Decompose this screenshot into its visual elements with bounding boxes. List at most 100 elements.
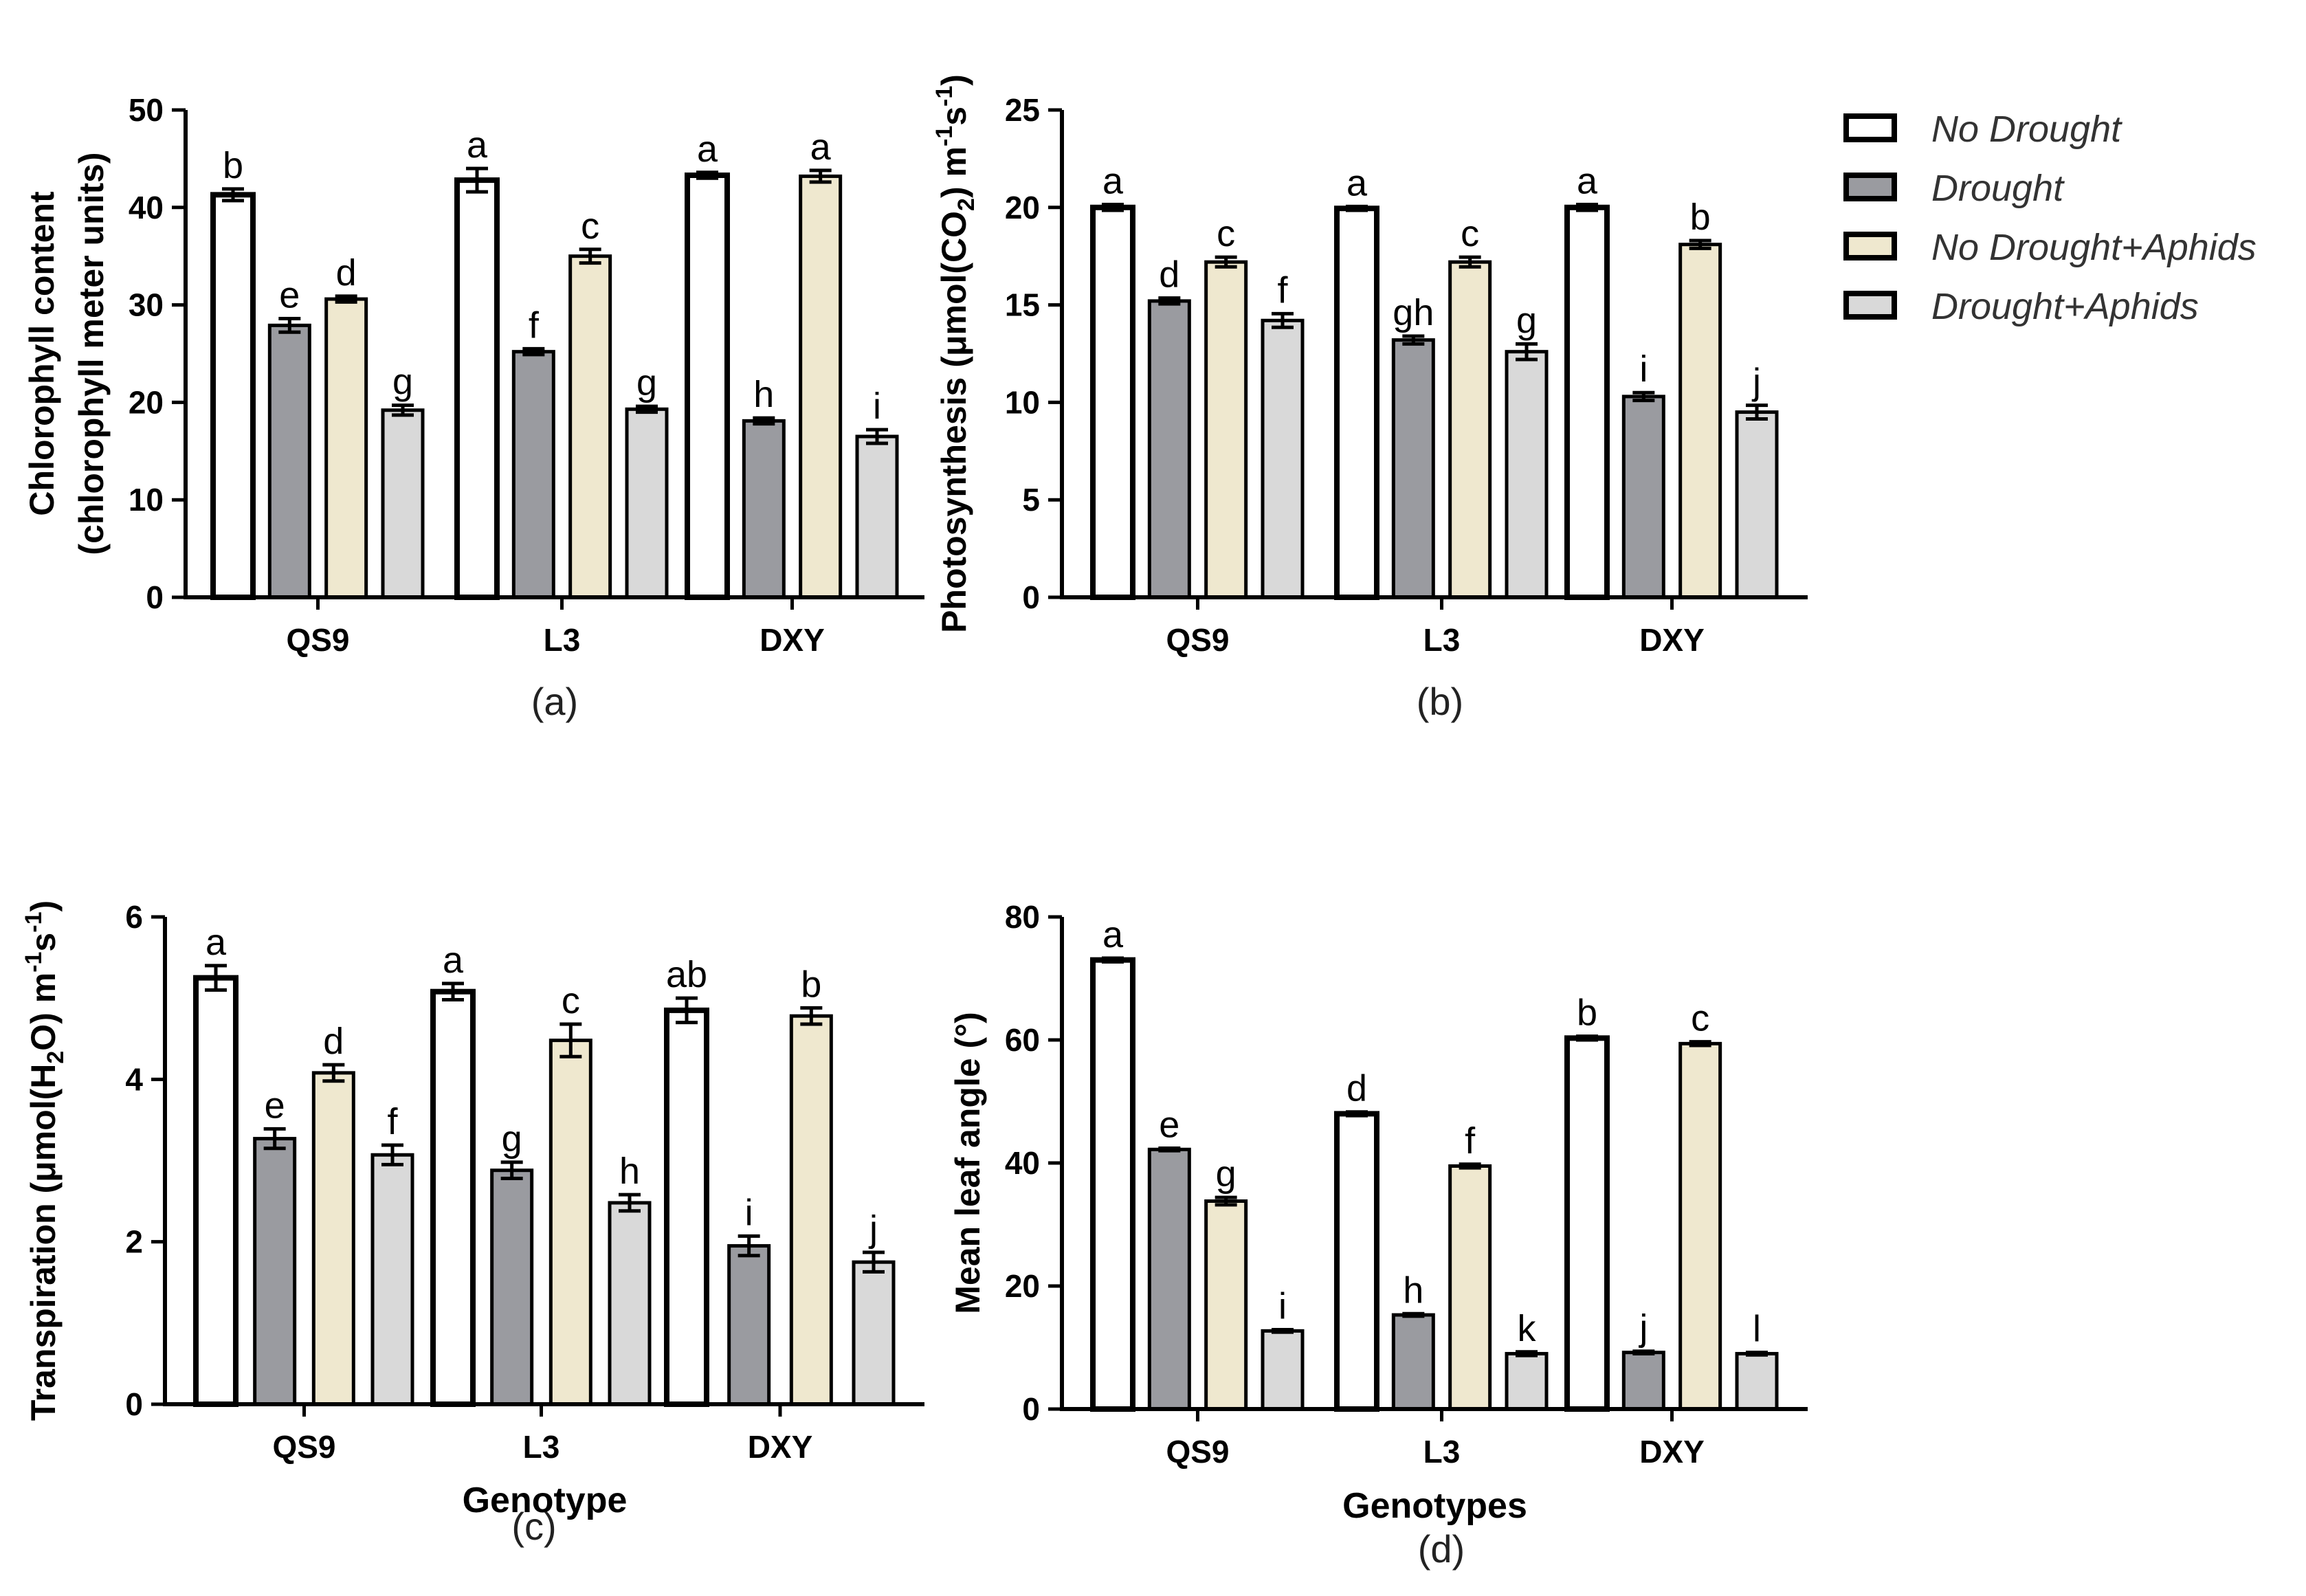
y-tick-label-30: 30 xyxy=(129,287,164,323)
bar-qs9-no-drought-aphids xyxy=(324,297,368,599)
panel-label: (a) xyxy=(531,680,578,723)
error-bar-dxy-no-drought xyxy=(676,996,698,1025)
error-bar-dxy-drought xyxy=(738,1234,760,1258)
x-axis-label: Genotypes xyxy=(1342,1486,1527,1526)
bar-l3-drought-aphids xyxy=(1505,1351,1549,1411)
y-tick-label-0: 0 xyxy=(146,579,164,615)
bar-dxy-no-drought-aphids xyxy=(789,1014,833,1406)
sig-letter-dxy-drought-aphids: i xyxy=(873,386,881,427)
bar-qs9-drought xyxy=(1147,299,1191,599)
y-tick-label-10: 10 xyxy=(129,482,164,518)
y-tick-label-5: 5 xyxy=(1022,482,1040,518)
error-bar-dxy-no-drought-aphids xyxy=(800,1006,823,1026)
error-bar-l3-no-drought xyxy=(442,982,464,1002)
error-bar-qs9-no-drought xyxy=(1102,203,1124,212)
sig-letter-qs9-drought-aphids: g xyxy=(392,362,413,403)
y-tick-label-4: 4 xyxy=(125,1061,143,1097)
error-bar-l3-drought-aphids xyxy=(636,404,658,414)
error-bar-l3-no-drought-aphids xyxy=(1459,1162,1481,1170)
y-tick-label-20: 20 xyxy=(1005,1268,1040,1304)
legend: No Drought Drought No Drought+Aphids Dro… xyxy=(1843,100,2297,336)
bar-l3-no-drought-aphids xyxy=(568,254,612,599)
x-tick-label-l3: L3 xyxy=(1423,622,1461,658)
sig-letter-l3-drought-aphids: h xyxy=(619,1151,640,1192)
error-bar-dxy-no-drought-aphids xyxy=(809,168,832,184)
bar-dxy-drought xyxy=(742,419,786,599)
error-bar-dxy-drought xyxy=(1632,1349,1655,1355)
legend-item-no-drought: No Drought xyxy=(1843,100,2297,159)
sig-letter-dxy-no-drought: a xyxy=(1577,161,1598,202)
bar-l3-no-drought xyxy=(1334,206,1379,600)
sig-letter-dxy-drought: h xyxy=(753,374,774,415)
bar-qs9-no-drought-aphids xyxy=(311,1071,355,1406)
y-tick-label-40: 40 xyxy=(129,190,164,225)
error-bar-qs9-no-drought xyxy=(222,187,244,203)
sig-letter-dxy-drought-aphids: j xyxy=(868,1208,878,1250)
y-tick-label-50: 50 xyxy=(129,92,164,128)
error-bar-qs9-no-drought xyxy=(205,964,227,992)
bar-dxy-drought xyxy=(1621,1351,1665,1411)
sig-letter-l3-no-drought: a xyxy=(443,940,464,981)
sig-letter-l3-drought: h xyxy=(1403,1270,1423,1311)
error-bar-l3-drought xyxy=(1402,1311,1425,1318)
sig-letter-dxy-no-drought-aphids: b xyxy=(1690,197,1711,238)
bar-dxy-no-drought xyxy=(685,173,730,601)
panel-a: b ed g QS9 a f c g L3 a h a i DXY 0 10 20 30 40 50 Chlorophy… xyxy=(23,92,924,723)
sig-letter-qs9-drought: d xyxy=(1159,254,1179,296)
bar-qs9-drought xyxy=(267,323,311,599)
sig-letter-dxy-drought: i xyxy=(745,1192,753,1233)
error-bar-l3-no-drought xyxy=(466,166,488,194)
x-tick-label-l3: L3 xyxy=(544,622,581,658)
error-bar-qs9-drought xyxy=(1158,1146,1181,1153)
sig-letter-qs9-drought-aphids: i xyxy=(1278,1286,1287,1327)
sig-letter-l3-drought: gh xyxy=(1393,292,1434,333)
bar-qs9-no-drought xyxy=(1090,204,1135,600)
sig-letter-dxy-drought: i xyxy=(1639,348,1648,390)
bar-qs9-drought-aphids xyxy=(381,408,425,599)
x-tick-label-l3: L3 xyxy=(1423,1434,1461,1470)
x-tick-label-l3: L3 xyxy=(523,1429,560,1465)
bar-dxy-no-drought-aphids xyxy=(1678,243,1722,599)
sig-letter-l3-no-drought: d xyxy=(1346,1068,1367,1109)
error-bar-l3-drought xyxy=(522,346,545,357)
error-bar-dxy-no-drought-aphids xyxy=(1689,1040,1711,1048)
sig-letter-dxy-drought: j xyxy=(1638,1307,1648,1349)
error-bar-qs9-drought-aphids xyxy=(381,1143,403,1166)
bar-l3-no-drought-aphids xyxy=(1448,260,1492,599)
legend-item-no-drought-aphids: No Drought+Aphids xyxy=(1843,218,2297,277)
legend-label-no-drought-aphids: No Drought+Aphids xyxy=(1931,227,2257,268)
bar-dxy-no-drought xyxy=(1564,1035,1610,1412)
x-axis-label: Genotype xyxy=(463,1481,628,1520)
sig-letter-qs9-drought-aphids: f xyxy=(387,1101,398,1142)
error-bar-dxy-drought-aphids xyxy=(1746,1351,1768,1357)
error-bar-dxy-drought xyxy=(1632,390,1655,403)
bar-dxy-drought-aphids xyxy=(1735,410,1779,599)
bar-dxy-drought-aphids xyxy=(852,1260,896,1406)
sig-letter-l3-no-drought: a xyxy=(467,124,488,166)
bar-dxy-drought-aphids xyxy=(855,434,899,599)
bar-l3-drought xyxy=(1391,338,1435,599)
bar-qs9-drought xyxy=(253,1137,297,1406)
sig-letter-l3-no-drought-aphids: f xyxy=(1465,1120,1476,1162)
x-tick-label-dxy: DXY xyxy=(1639,622,1705,658)
bar-dxy-no-drought xyxy=(1564,204,1610,600)
legend-label-drought: Drought xyxy=(1931,168,2064,209)
bar-l3-drought xyxy=(1391,1313,1435,1411)
error-bar-qs9-no-drought-aphids xyxy=(1215,1195,1237,1207)
bar-qs9-no-drought xyxy=(193,975,239,1407)
y-tick-label-0: 0 xyxy=(125,1386,143,1422)
sig-letter-qs9-drought-aphids: f xyxy=(1277,269,1288,311)
sig-letter-qs9-no-drought-aphids: d xyxy=(336,252,357,293)
sig-letter-qs9-no-drought-aphids: c xyxy=(1217,213,1235,254)
error-bar-l3-no-drought xyxy=(1346,1110,1368,1118)
bar-dxy-no-drought-aphids xyxy=(799,174,843,599)
y-axis-label: Photosynthesis (μmol(CO2) m-1s-1) xyxy=(931,74,979,633)
error-bar-dxy-drought xyxy=(753,416,775,426)
error-bar-dxy-drought-aphids xyxy=(866,428,888,445)
error-bar-qs9-drought-aphids xyxy=(392,403,414,417)
panel-d: a eg i QS9 d h f k L3 b j c l DXY 0 20 40 60 80 Mean leaf a… xyxy=(949,899,1808,1571)
error-bar-qs9-no-drought-aphids xyxy=(335,294,357,304)
y-axis-label: Transpiration (μmol(H2O) m-1s-1) xyxy=(21,900,69,1421)
error-bar-l3-drought-aphids xyxy=(1516,1350,1538,1357)
panel-b: adcfQS9aghcgL3aibjDXY0510152025Photosynt… xyxy=(931,74,1808,723)
